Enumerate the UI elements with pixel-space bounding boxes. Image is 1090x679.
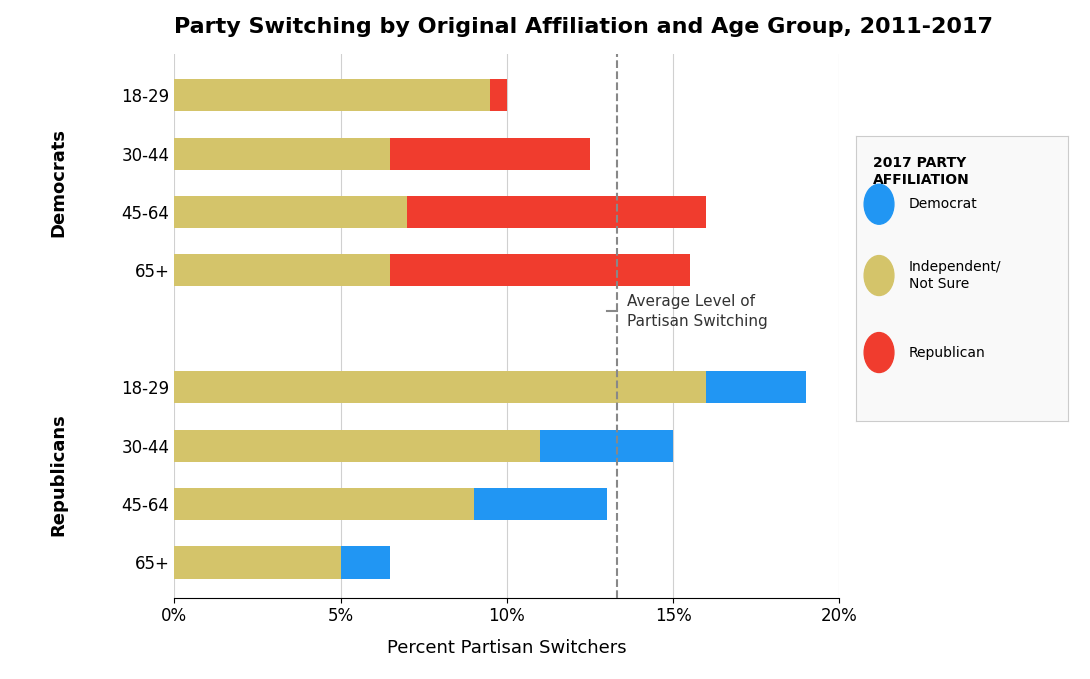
Text: Democrat: Democrat <box>909 197 978 211</box>
Bar <box>706 371 807 403</box>
Text: Average Level of
Partisan Switching: Average Level of Partisan Switching <box>627 294 767 329</box>
Text: Republican: Republican <box>909 346 985 360</box>
Bar <box>174 138 390 170</box>
Bar <box>174 430 541 462</box>
Bar <box>474 488 607 520</box>
Bar <box>174 488 474 520</box>
Bar <box>174 255 390 287</box>
Bar <box>390 255 690 287</box>
Bar <box>490 79 507 111</box>
Bar <box>340 547 390 579</box>
Bar <box>174 371 706 403</box>
Bar <box>174 196 408 228</box>
Bar <box>408 196 706 228</box>
Text: Democrats: Democrats <box>49 128 68 238</box>
Text: Independent/
Not Sure: Independent/ Not Sure <box>909 260 1002 291</box>
Bar <box>174 547 340 579</box>
Text: 2017 PARTY
AFFILIATION: 2017 PARTY AFFILIATION <box>873 155 969 187</box>
X-axis label: Percent Partisan Switchers: Percent Partisan Switchers <box>387 639 627 657</box>
Circle shape <box>864 255 894 295</box>
Circle shape <box>864 333 894 373</box>
Bar <box>541 430 674 462</box>
Circle shape <box>864 184 894 224</box>
Bar <box>390 138 590 170</box>
Text: Republicans: Republicans <box>49 414 68 536</box>
Text: Party Switching by Original Affiliation and Age Group, 2011-2017: Party Switching by Original Affiliation … <box>174 18 993 37</box>
Bar <box>174 79 490 111</box>
